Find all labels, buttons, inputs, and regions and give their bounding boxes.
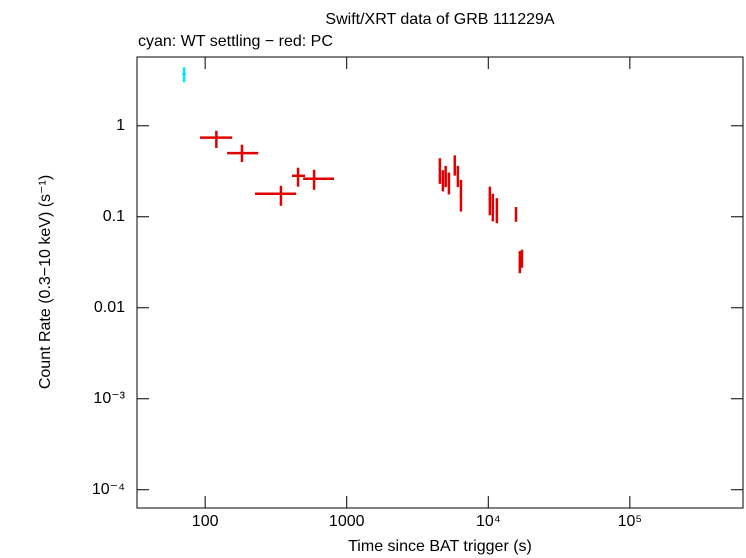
y-tick-label: 10⁻³ bbox=[93, 390, 125, 407]
x-tick-label: 10⁴ bbox=[476, 513, 501, 530]
y-tick-label: 10⁻⁴ bbox=[92, 481, 125, 498]
y-tick-label: 0.01 bbox=[94, 299, 125, 316]
x-tick-label: 1000 bbox=[329, 513, 365, 530]
x-tick-label: 100 bbox=[192, 513, 219, 530]
y-tick-label: 0.1 bbox=[103, 208, 125, 225]
x-tick-label: 10⁵ bbox=[618, 513, 642, 530]
chart-subtitle: cyan: WT settling − red: PC bbox=[138, 33, 333, 50]
chart-title: Swift/XRT data of GRB 111229A bbox=[325, 11, 554, 28]
plot-frame bbox=[136, 56, 744, 509]
x-axis-label: Time since BAT trigger (s) bbox=[348, 538, 532, 555]
y-axis-label: Count Rate (0.3−10 keV) (s⁻¹) bbox=[37, 175, 54, 389]
y-tick-label: 1 bbox=[116, 117, 125, 134]
